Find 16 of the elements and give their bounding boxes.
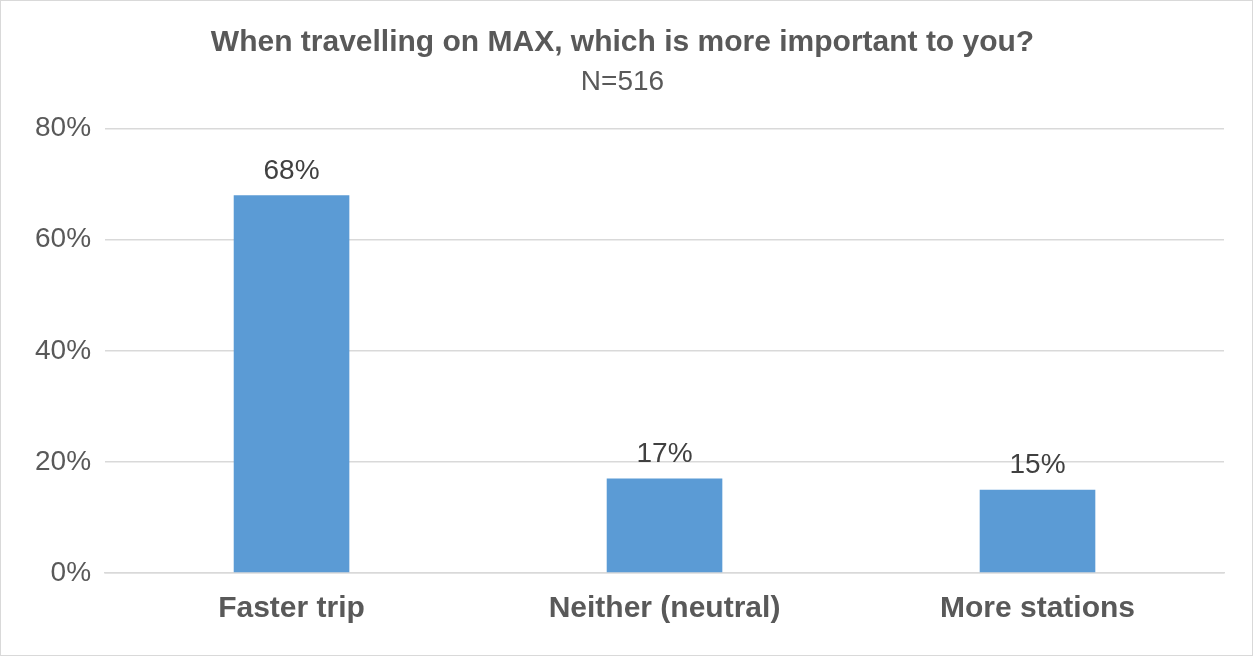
bar: [233, 195, 350, 573]
data-label: 15%: [1009, 448, 1066, 480]
y-tick-label: 40%: [34, 333, 92, 365]
data-label: 17%: [636, 437, 693, 469]
bar: [979, 489, 1096, 573]
y-tick-label: 80%: [34, 111, 92, 143]
y-tick-label: 20%: [34, 444, 92, 476]
y-tick-label: 60%: [34, 222, 92, 254]
chart-title: When travelling on MAX, which is more important to you?: [210, 24, 1035, 58]
x-tick-label: Faster trip: [218, 590, 365, 624]
x-tick-label: More stations: [939, 590, 1136, 624]
bar: [606, 478, 723, 573]
x-tick-label: Neither (neutral): [548, 590, 781, 624]
y-tick-label: 0%: [50, 555, 92, 587]
data-label: 68%: [263, 153, 320, 185]
chart-subtitle: N=516: [580, 64, 665, 96]
